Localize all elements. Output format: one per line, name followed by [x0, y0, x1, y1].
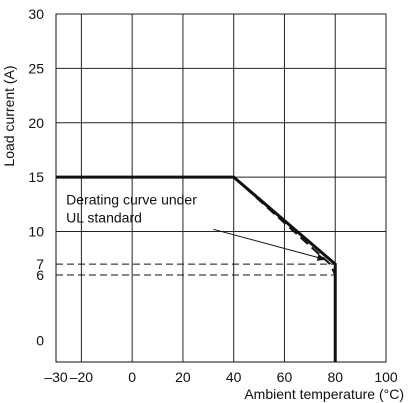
x-axis-title: Ambient temperature (°C): [244, 386, 404, 402]
annotation-arrowhead: [316, 254, 327, 261]
series-line: [56, 175, 337, 362]
y-tick-labels: 0 67 10 15 20 25 30: [28, 6, 44, 348]
x-tick-label: 0: [128, 369, 136, 385]
y-tick-label: 7: [36, 256, 44, 272]
annotation-text: Derating curve under: [66, 191, 197, 207]
x-tick-label: –20: [70, 369, 94, 385]
x-tick-label: 60: [277, 369, 293, 385]
y-axis-title: Load current (A): [1, 65, 17, 166]
x-tick-label: 40: [226, 369, 242, 385]
annotations: Derating curve under UL standard: [66, 191, 327, 261]
series-line-ul: [233, 176, 337, 362]
x-tick-label: –30: [44, 369, 68, 385]
x-tick-label: 100: [374, 369, 398, 385]
y-tick-label: 10: [28, 224, 44, 240]
annotation-text: UL standard: [66, 209, 142, 225]
x-tick-labels: –30 –20 0 20 40 60 80 100: [44, 369, 398, 385]
y-tick-label: 20: [28, 115, 44, 131]
y-tick-label: 25: [28, 60, 44, 76]
annotation-arrow-line: [213, 228, 327, 261]
y-tick-label: 0: [36, 332, 44, 348]
series-group: [56, 175, 337, 362]
y-tick-label: 15: [28, 169, 44, 185]
y-tick-label: 6: [36, 267, 44, 283]
reference-lines: [56, 263, 336, 276]
y-tick-label: 30: [28, 6, 44, 22]
x-tick-label: 80: [327, 369, 343, 385]
x-tick-label: 20: [175, 369, 191, 385]
